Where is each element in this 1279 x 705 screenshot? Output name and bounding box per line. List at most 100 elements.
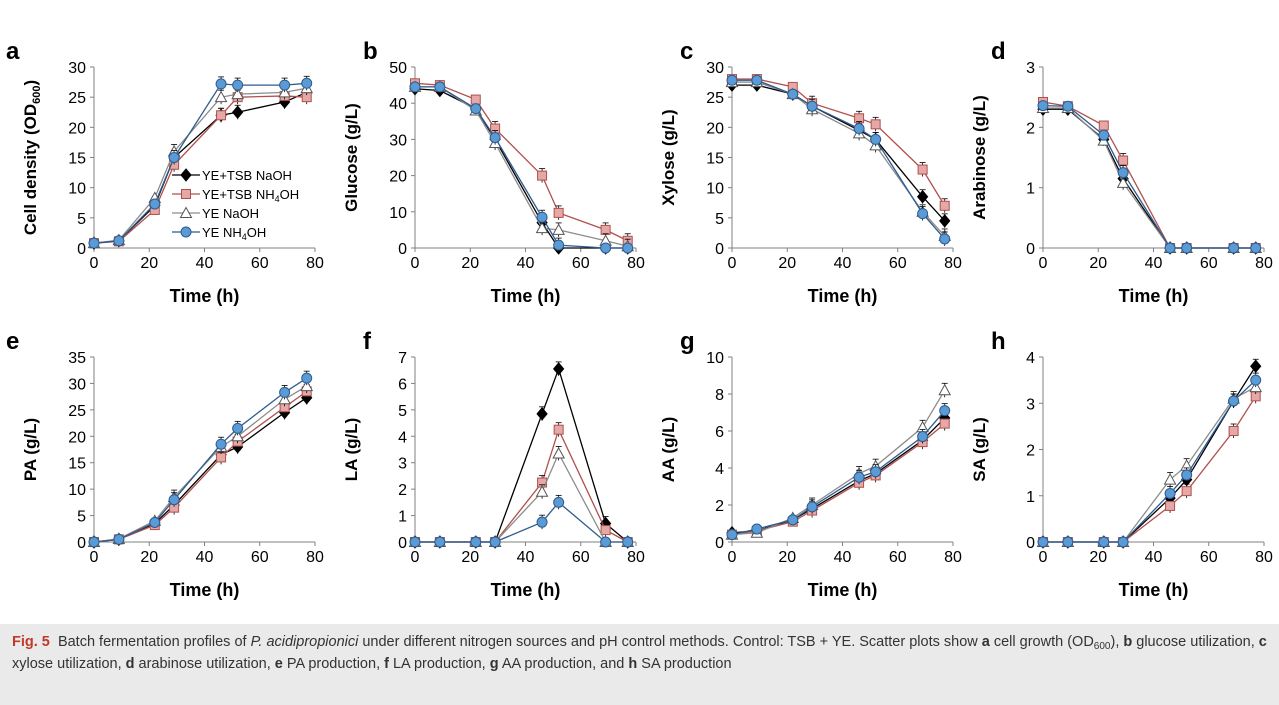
panel-letter: b xyxy=(363,38,378,65)
x-tick-label: 20 xyxy=(461,255,479,272)
data-point-4 xyxy=(1117,167,1129,179)
y-axis-label: LA (g/L) xyxy=(342,418,361,482)
series-line-3 xyxy=(415,86,628,247)
data-point-4 xyxy=(113,533,125,545)
panel-letter: a xyxy=(6,38,20,65)
data-point-4 xyxy=(88,536,100,548)
y-axis-label: AA (g/L) xyxy=(659,417,678,482)
x-tick-label: 0 xyxy=(411,255,420,272)
y-tick-label: 30 xyxy=(706,60,724,77)
series-line-1 xyxy=(415,366,629,543)
x-tick-label: 60 xyxy=(889,549,907,566)
series-line-4 xyxy=(731,410,946,536)
series-line-1 xyxy=(1043,108,1256,249)
data-point-2 xyxy=(917,164,928,175)
x-tick-label: 0 xyxy=(411,549,420,566)
data-point-3 xyxy=(552,223,565,235)
data-point-4 xyxy=(806,100,818,112)
legend-marker xyxy=(180,226,192,238)
y-tick-label: 50 xyxy=(389,60,407,77)
series-line-2 xyxy=(93,390,308,543)
x-tick-label: 80 xyxy=(1255,549,1273,566)
x-axis-label: Time (h) xyxy=(808,286,878,306)
caption-part-a: cell growth (OD xyxy=(989,634,1094,650)
data-point-3 xyxy=(1163,473,1177,485)
y-tick-label: 25 xyxy=(68,90,86,107)
y-tick-label: 10 xyxy=(389,205,407,222)
series-line-2 xyxy=(414,82,628,242)
chart-legend: YE+TSB NaOH YE+TSB NH4OH YE NaOH YE NH4OH xyxy=(172,168,299,242)
data-point-4 xyxy=(1250,374,1262,386)
data-point-3 xyxy=(214,90,228,103)
data-point-2 xyxy=(470,94,481,105)
data-point-1 xyxy=(916,189,929,204)
y-tick-label: 3 xyxy=(1026,60,1035,77)
data-point-1 xyxy=(231,105,244,120)
data-point-4 xyxy=(409,536,421,548)
data-point-4 xyxy=(939,405,951,417)
data-point-4 xyxy=(88,237,100,249)
data-point-2 xyxy=(600,224,611,235)
caption-organism: P. acidipropionici xyxy=(250,634,359,650)
data-point-4 xyxy=(536,516,548,528)
data-point-4 xyxy=(1117,536,1129,548)
y-tick-label: 35 xyxy=(68,350,86,367)
figure-label: Fig. 5 xyxy=(12,634,50,650)
legend-marker xyxy=(179,206,193,218)
series-line-4 xyxy=(415,86,628,249)
y-tick-label: 1 xyxy=(1026,489,1035,506)
x-tick-label: 40 xyxy=(834,255,852,272)
y-tick-label: 0 xyxy=(77,241,86,258)
x-tick-label: 80 xyxy=(306,255,324,272)
data-point-1 xyxy=(536,407,548,421)
x-tick-label: 80 xyxy=(1255,255,1273,272)
series-line-3 xyxy=(732,81,946,237)
x-tick-label: 20 xyxy=(778,255,796,272)
data-point-4 xyxy=(1181,469,1193,481)
series-line-4 xyxy=(93,377,308,543)
data-point-4 xyxy=(215,78,227,90)
data-point-3 xyxy=(938,383,952,396)
x-tick-label: 80 xyxy=(627,549,645,566)
x-axis-label: Time (h) xyxy=(491,286,561,306)
x-tick-label: 40 xyxy=(834,549,852,566)
data-point-4 xyxy=(751,523,763,535)
series-line-2 xyxy=(93,95,307,244)
x-tick-label: 20 xyxy=(140,255,158,272)
y-tick-label: 0 xyxy=(398,535,407,552)
data-point-4 xyxy=(1228,242,1240,254)
legend-label: YE NH4OH xyxy=(202,225,266,242)
y-tick-label: 10 xyxy=(68,181,86,198)
legend-label: YE+TSB NH4OH xyxy=(202,187,299,204)
y-tick-label: 0 xyxy=(1026,241,1035,258)
y-tick-label: 0 xyxy=(715,241,724,258)
x-axis-label: Time (h) xyxy=(170,286,240,306)
data-point-2 xyxy=(1098,120,1109,131)
caption-part-f: LA production, xyxy=(388,656,490,672)
panel-letter: f xyxy=(363,328,372,355)
chart-panel-a: a 0 5 10 15 20 25 30 0 20 40 60 80 Time (h) Cell densi… xyxy=(6,38,324,306)
data-point-1 xyxy=(939,214,951,228)
panel-letter: e xyxy=(6,328,19,355)
y-tick-label: 10 xyxy=(68,482,86,499)
x-tick-label: 60 xyxy=(572,255,590,272)
data-point-2 xyxy=(870,119,881,130)
x-tick-label: 0 xyxy=(90,255,99,272)
y-axis-label: Xylose (g/L) xyxy=(659,109,678,205)
y-tick-label: 20 xyxy=(68,429,86,446)
data-point-4 xyxy=(787,514,799,526)
x-tick-label: 60 xyxy=(251,549,269,566)
y-tick-label: 30 xyxy=(68,60,86,77)
data-point-4 xyxy=(726,529,738,541)
data-point-3 xyxy=(300,379,314,392)
x-tick-label: 60 xyxy=(572,549,590,566)
y-tick-label: 3 xyxy=(1026,396,1035,413)
y-tick-label: 3 xyxy=(398,456,407,473)
data-point-2 xyxy=(1181,486,1192,497)
data-point-4 xyxy=(168,494,180,506)
x-tick-label: 80 xyxy=(306,549,324,566)
series-line-2 xyxy=(1042,101,1256,249)
data-point-4 xyxy=(751,74,763,86)
data-point-4 xyxy=(622,242,634,254)
